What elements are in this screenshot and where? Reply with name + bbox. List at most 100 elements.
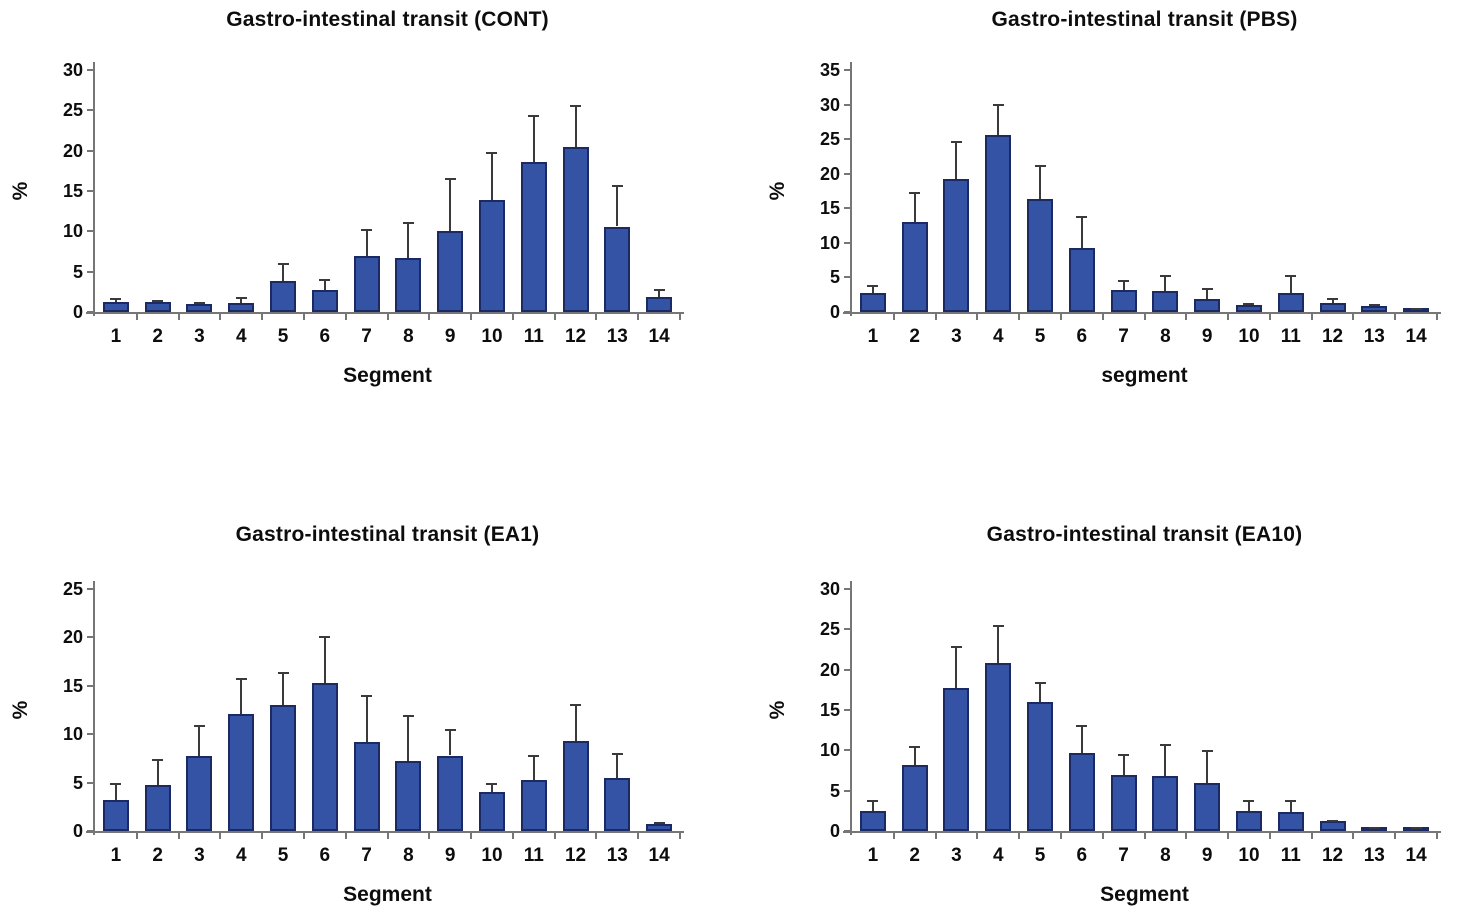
- bar: [859, 810, 886, 831]
- x-tick-label: 8: [403, 326, 414, 347]
- y-tick-label: 10: [819, 740, 840, 761]
- y-tick-label: 20: [819, 659, 840, 680]
- error-bar-cap: [361, 694, 373, 697]
- error-bar-cap: [1159, 743, 1171, 746]
- bar: [1027, 199, 1054, 312]
- bar: [270, 280, 297, 312]
- bar: [186, 303, 213, 312]
- error-bar-cap: [110, 298, 122, 301]
- bar: [562, 146, 589, 312]
- y-tick-mark: [87, 190, 93, 192]
- error-bar-cap: [1243, 800, 1255, 803]
- x-tick-mark: [1185, 314, 1188, 320]
- bar: [1110, 289, 1137, 312]
- error-bar-cap: [1410, 827, 1422, 830]
- chart-cont: Gastro-intestinal transit (CONT) % 0 5 10 1…: [0, 0, 740, 461]
- error-bar-cap: [193, 724, 205, 727]
- x-axis-tick-labels: 1 2 3 4 5 6 7 8 9 10 11 12 13 14: [95, 845, 680, 869]
- x-tick-label: 4: [992, 326, 1004, 347]
- plot-area: [86, 581, 684, 839]
- x-axis-line: [843, 831, 1441, 833]
- bar: [520, 161, 547, 312]
- y-tick-label: 20: [62, 627, 83, 648]
- x-tick-label: 2: [152, 326, 163, 347]
- x-tick-label: 7: [361, 326, 372, 347]
- chart-pbs: Gastro-intestinal transit (PBS) % 0 5 10 15…: [740, 0, 1480, 461]
- y-tick-mark: [87, 270, 93, 273]
- error-bar-cap: [653, 289, 665, 292]
- chart-ea1: Gastro-intestinal transit (EA1) % 0 5 10 15…: [0, 461, 740, 923]
- x-tick-mark: [386, 314, 389, 320]
- y-tick-mark: [87, 311, 93, 313]
- y-tick-mark: [87, 636, 93, 639]
- x-tick-label: 14: [1405, 845, 1427, 866]
- y-tick-mark: [844, 172, 850, 175]
- x-tick-label: 1: [867, 845, 879, 866]
- bar: [943, 688, 970, 831]
- x-tick-mark: [1268, 833, 1271, 839]
- x-tick-label: 4: [235, 326, 247, 347]
- y-tick-mark: [87, 684, 93, 687]
- y-tick-mark: [844, 789, 850, 792]
- error-bar-cap: [992, 103, 1004, 106]
- bar: [311, 682, 338, 831]
- bar: [1235, 305, 1262, 312]
- error-bar-cap: [1368, 826, 1380, 829]
- y-tick-mark: [87, 149, 93, 152]
- x-tick-label: 7: [361, 845, 372, 866]
- error-bar-cap: [152, 299, 164, 302]
- x-tick-label: 5: [1034, 326, 1046, 347]
- x-tick-mark: [428, 833, 431, 839]
- error-bar-cap: [319, 636, 331, 639]
- y-tick-mark: [844, 241, 850, 244]
- x-tick-label: 3: [951, 845, 962, 866]
- x-tick-label: 10: [481, 845, 503, 866]
- bar: [311, 290, 338, 312]
- x-tick-mark: [302, 833, 305, 839]
- error-bar-cap: [909, 191, 921, 194]
- x-tick-label: 14: [1405, 326, 1427, 347]
- x-tick-label: 14: [648, 845, 670, 866]
- error-bar-line: [1206, 750, 1209, 783]
- y-tick-label: 5: [72, 772, 83, 793]
- error-bar-line: [365, 694, 368, 742]
- error-bar-cap: [992, 625, 1004, 628]
- chart-title: Gastro-intestinal transit (EA1): [235, 523, 540, 546]
- error-bar-line: [532, 755, 535, 780]
- x-tick-mark: [386, 833, 389, 839]
- y-tick-mark: [844, 138, 850, 141]
- x-tick-label: 2: [909, 326, 920, 347]
- y-tick-mark: [87, 830, 93, 832]
- error-bar-cap: [319, 278, 331, 281]
- y-tick-mark: [87, 109, 93, 112]
- x-tick-mark: [470, 833, 473, 839]
- x-tick-label: 6: [319, 845, 331, 866]
- x-tick-label: 9: [444, 845, 456, 866]
- x-tick-label: 11: [1280, 845, 1301, 866]
- error-bar-cap: [1327, 819, 1339, 822]
- y-tick-label: 20: [819, 163, 840, 184]
- x-tick-mark: [428, 314, 431, 320]
- x-tick-label: 13: [606, 845, 628, 866]
- error-bar-cap: [1285, 274, 1297, 277]
- bar: [395, 761, 422, 831]
- bar: [901, 222, 928, 312]
- bar: [943, 179, 970, 312]
- error-bar-line: [1164, 274, 1167, 292]
- error-bar-line: [1331, 298, 1334, 303]
- x-tick-label: 6: [1076, 326, 1088, 347]
- x-tick-mark: [1310, 314, 1313, 320]
- x-tick-mark: [637, 833, 640, 839]
- y-tick-mark: [844, 207, 850, 210]
- x-tick-label: 12: [564, 845, 587, 866]
- y-axis-tick-labels: 0 5 10 15 20 25 30: [798, 579, 840, 841]
- bar: [1068, 752, 1095, 831]
- bar: [1152, 291, 1179, 312]
- x-tick-mark: [1227, 314, 1230, 320]
- error-bar-line: [240, 296, 243, 304]
- error-bar-cap: [402, 222, 414, 225]
- y-tick-mark: [844, 628, 850, 631]
- y-axis-label: %: [766, 700, 789, 720]
- x-tick-label: 13: [606, 326, 628, 347]
- x-tick-mark: [553, 833, 556, 839]
